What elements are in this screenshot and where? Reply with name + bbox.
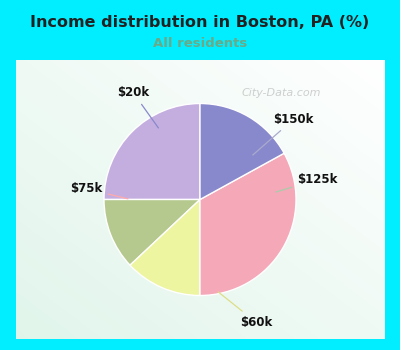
Text: $150k: $150k [253,113,314,155]
Wedge shape [104,199,200,265]
Text: $60k: $60k [218,292,272,329]
Text: Income distribution in Boston, PA (%): Income distribution in Boston, PA (%) [30,15,370,30]
Text: $20k: $20k [117,86,158,128]
Text: All residents: All residents [153,37,247,50]
Wedge shape [104,104,200,200]
Text: $125k: $125k [276,173,338,192]
Wedge shape [200,153,296,295]
Wedge shape [130,199,200,295]
Wedge shape [200,104,284,200]
Text: City-Data.com: City-Data.com [241,88,321,98]
Text: $75k: $75k [70,182,128,199]
